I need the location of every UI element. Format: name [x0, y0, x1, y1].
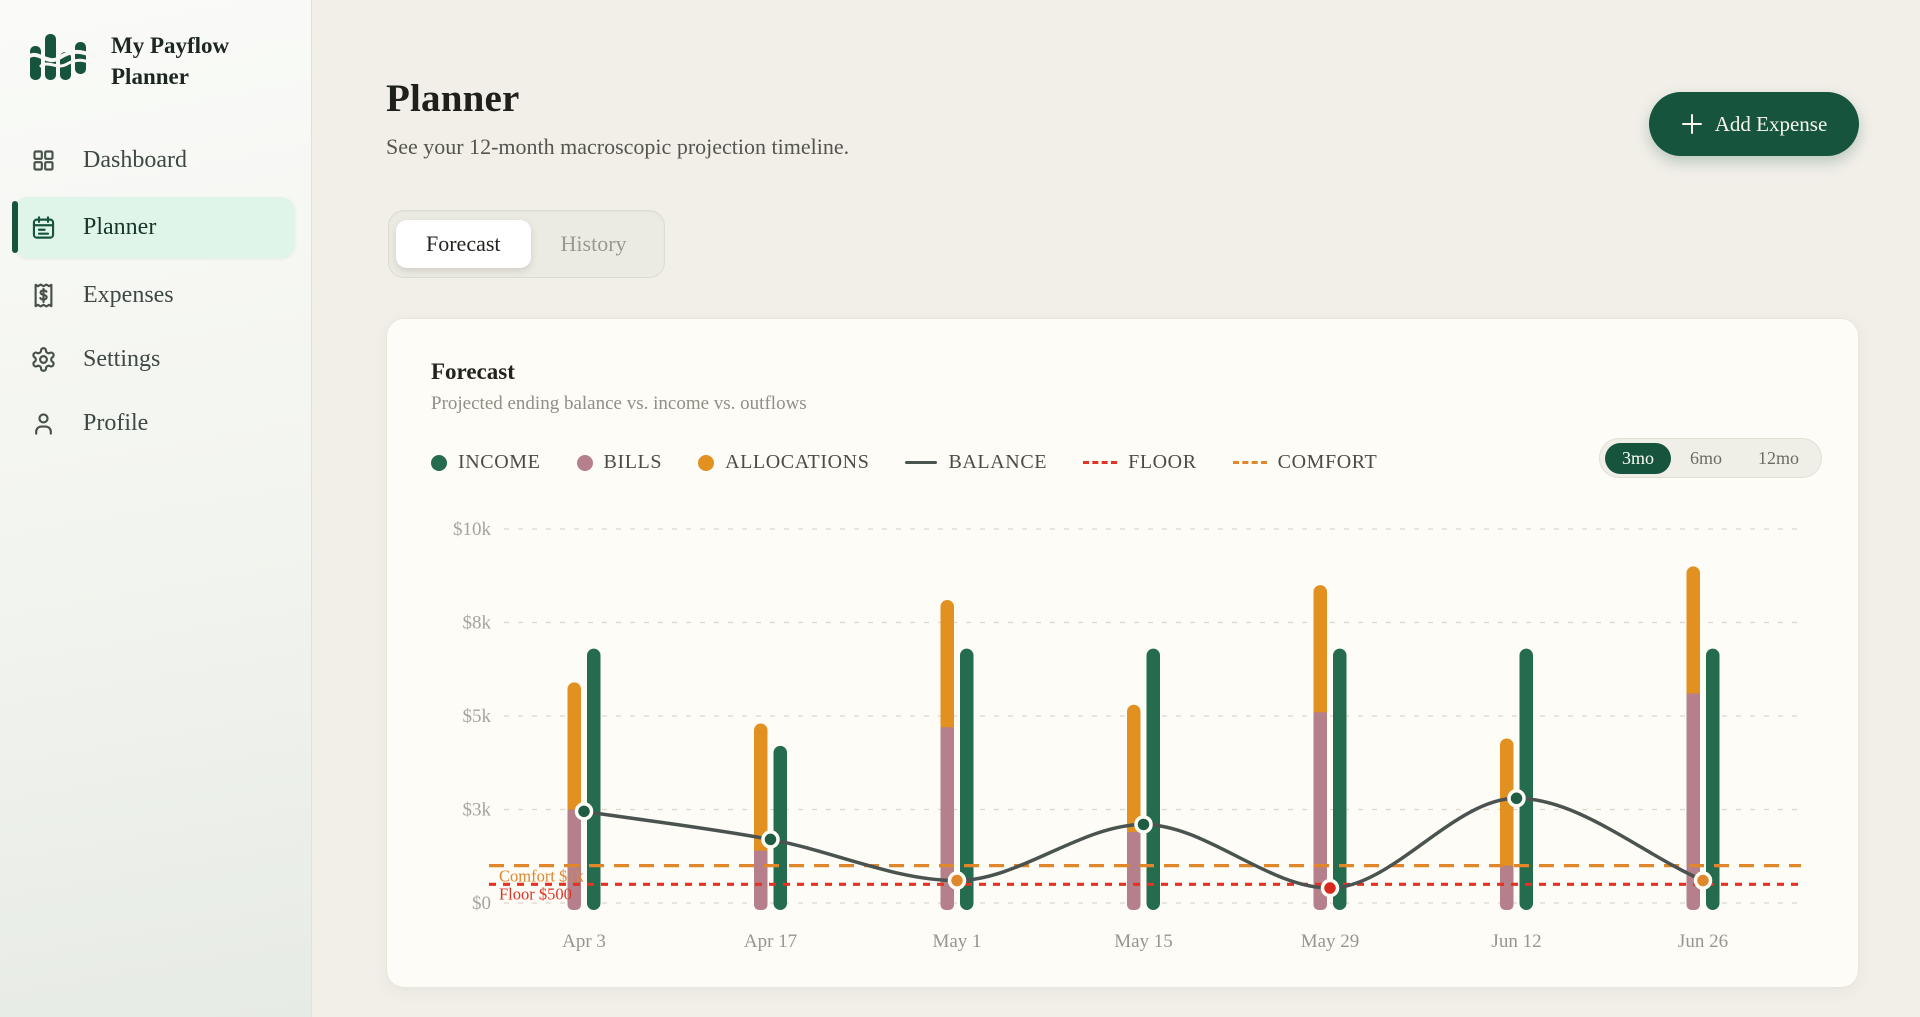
sidebar-item-settings[interactable]: Settings — [0, 332, 311, 386]
bills-bar — [1313, 712, 1327, 910]
y-tick-label: $10k — [453, 519, 492, 540]
receipt-icon — [30, 282, 57, 309]
bills-bar — [1500, 865, 1514, 910]
income-bar — [960, 648, 974, 910]
bills-bar — [1686, 693, 1700, 910]
legend-label: BILLS — [603, 451, 663, 473]
balance-point — [1134, 815, 1153, 834]
chart-subtitle: Projected ending balance vs. income vs. … — [431, 393, 807, 414]
income-bar — [773, 745, 787, 910]
legend-label: INCOME — [458, 451, 541, 473]
x-tick-label: Jun 12 — [1491, 931, 1541, 952]
sidebar-item-label: Planner — [83, 214, 157, 240]
balance-point — [1693, 871, 1713, 890]
page-title: Planner — [386, 77, 520, 120]
user-icon — [30, 410, 57, 437]
dashboard-icon — [30, 147, 57, 174]
legend-item-income: INCOME — [431, 451, 541, 474]
legend-label: BALANCE — [948, 451, 1048, 473]
active-accent-bar — [12, 201, 18, 253]
chart-legend: INCOME BILLS ALLOCATIONS BALANCE FLOOR C… — [431, 451, 1377, 474]
page-subtitle: See your 12-month macroscopic projection… — [386, 134, 850, 159]
legend-label: FLOOR — [1128, 451, 1197, 473]
legend-label: ALLOCATIONS — [725, 451, 870, 473]
y-tick-label: $8k — [463, 613, 492, 634]
legend-item-comfort: COMFORT — [1232, 451, 1378, 474]
sidebar-item-dashboard[interactable]: Dashboard — [0, 133, 311, 187]
income-bar — [1519, 648, 1533, 910]
calendar-icon — [30, 214, 57, 241]
bills-swatch — [576, 454, 593, 471]
logo-icon — [27, 34, 95, 80]
x-tick-label: Apr 3 — [562, 931, 606, 952]
x-tick-label: May 1 — [932, 931, 981, 952]
forecast-chart-svg: $0 $3k $5k $8k $10k Apr 3 Apr 17 May 1 May 15 May… — [453, 519, 1801, 952]
forecast-chart: $0 $3k $5k $8k $10k Apr 3 Apr 17 May 1 May 15 May… — [429, 501, 1853, 976]
floor-swatch — [1083, 461, 1118, 464]
balance-point — [1507, 789, 1526, 808]
legend-item-balance: BALANCE — [905, 451, 1047, 474]
tab-forecast[interactable]: Forecast — [396, 220, 531, 268]
income-bar — [587, 648, 601, 910]
x-tick-label: Apr 17 — [744, 931, 797, 952]
sidebar-item-label: Expenses — [83, 281, 174, 308]
income-bar — [1146, 648, 1160, 910]
sidebar-item-label: Settings — [83, 345, 161, 372]
floor-label: Floor $500 — [499, 884, 572, 903]
sidebar-item-label: Dashboard — [83, 146, 187, 173]
range-selector: 3mo 6mo 12mo — [1598, 438, 1822, 478]
forecast-card: Forecast Projected ending balance vs. in… — [386, 318, 1859, 988]
x-tick-label: May 15 — [1114, 931, 1173, 952]
y-tick-label: $3k — [463, 800, 492, 821]
chart-title: Forecast — [431, 359, 515, 384]
sidebar-item-planner[interactable]: Planner — [12, 197, 295, 258]
sidebar: My Payflow Planner Dashboard Planner — [0, 0, 312, 1017]
main-content: Planner See your 12-month macroscopic pr… — [312, 0, 1920, 1017]
range-6mo[interactable]: 6mo — [1673, 443, 1739, 474]
x-tick-label: May 29 — [1301, 931, 1360, 952]
sidebar-item-profile[interactable]: Profile — [0, 396, 311, 450]
allocations-swatch — [698, 454, 715, 471]
add-expense-label: Add Expense — [1714, 111, 1828, 136]
income-swatch — [431, 454, 447, 471]
sidebar-item-expenses[interactable]: Expenses — [0, 268, 311, 322]
range-12mo[interactable]: 12mo — [1741, 443, 1816, 474]
balance-swatch — [905, 461, 938, 464]
income-bar — [1706, 648, 1720, 910]
gear-icon — [30, 346, 57, 373]
bills-bar — [754, 850, 768, 910]
bills-bar — [1127, 831, 1141, 910]
range-3mo[interactable]: 3mo — [1604, 442, 1671, 474]
legend-label: COMFORT — [1277, 451, 1378, 473]
legend-item-allocations: ALLOCATIONS — [698, 451, 869, 474]
y-tick-label: $5k — [463, 706, 492, 727]
comfort-label: Comfort $1k — [499, 867, 585, 886]
view-tab-group: Forecast History — [388, 210, 665, 278]
legend-item-floor: FLOOR — [1083, 451, 1197, 474]
balance-point — [1320, 878, 1340, 898]
tab-history[interactable]: History — [531, 220, 657, 268]
comfort-swatch — [1232, 461, 1267, 464]
add-expense-button[interactable]: Add Expense — [1649, 92, 1859, 156]
income-bar — [1333, 648, 1347, 910]
balance-point — [574, 802, 594, 821]
app-logo: My Payflow Planner — [0, 0, 311, 92]
brand-title: My Payflow Planner — [111, 33, 230, 90]
y-tick-label: $0 — [472, 893, 491, 914]
x-tick-label: Jun 26 — [1678, 931, 1728, 952]
sidebar-item-label: Profile — [83, 409, 149, 436]
balance-point — [761, 830, 780, 849]
balance-point — [947, 871, 967, 890]
sidebar-nav: Dashboard Planner Expenses — [0, 133, 311, 450]
balance-line — [582, 796, 1705, 890]
plus-icon — [1681, 114, 1702, 134]
legend-item-bills: BILLS — [576, 451, 663, 474]
